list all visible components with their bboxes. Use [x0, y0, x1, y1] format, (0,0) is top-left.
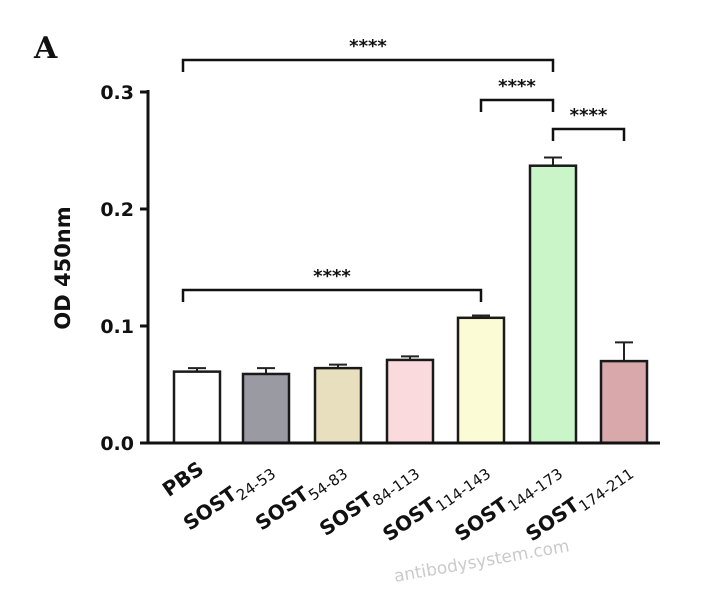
significance-bracket: [181, 288, 483, 302]
x-tick-labels: PBSSOST24-53SOST54-83SOST84-113SOST114-1…: [158, 456, 637, 549]
axes: 0.0 0.1 0.2 0.3: [100, 82, 660, 455]
y-tick-label: 0.1: [100, 316, 134, 338]
bar: [385, 358, 435, 445]
bar: [599, 359, 649, 445]
bar: [241, 372, 291, 445]
bar: [313, 366, 363, 445]
significance-bracket: [479, 98, 555, 112]
x-tick-label: PBS: [158, 456, 208, 501]
x-tick-label: SOST174-211: [521, 456, 637, 549]
significance-brackets: **** **** **** ****: [181, 36, 626, 302]
bars: [172, 156, 649, 445]
watermark: antibodysystem.com: [392, 536, 571, 587]
bar: [456, 316, 506, 445]
y-tick-label: 0.3: [100, 82, 134, 104]
y-tick-label: 0.0: [100, 433, 134, 455]
bar: [172, 370, 222, 445]
y-tick-label: 0.2: [100, 199, 134, 221]
significance-label: ****: [349, 36, 387, 57]
significance-label: ****: [570, 105, 608, 126]
significance-label: ****: [498, 76, 536, 97]
bar: [528, 164, 578, 445]
significance-bracket: [181, 58, 555, 72]
panel-label: A: [33, 31, 58, 66]
y-axis-label: OD 450nm: [51, 206, 75, 329]
significance-label: ****: [313, 266, 351, 287]
significance-bracket: [551, 127, 626, 141]
